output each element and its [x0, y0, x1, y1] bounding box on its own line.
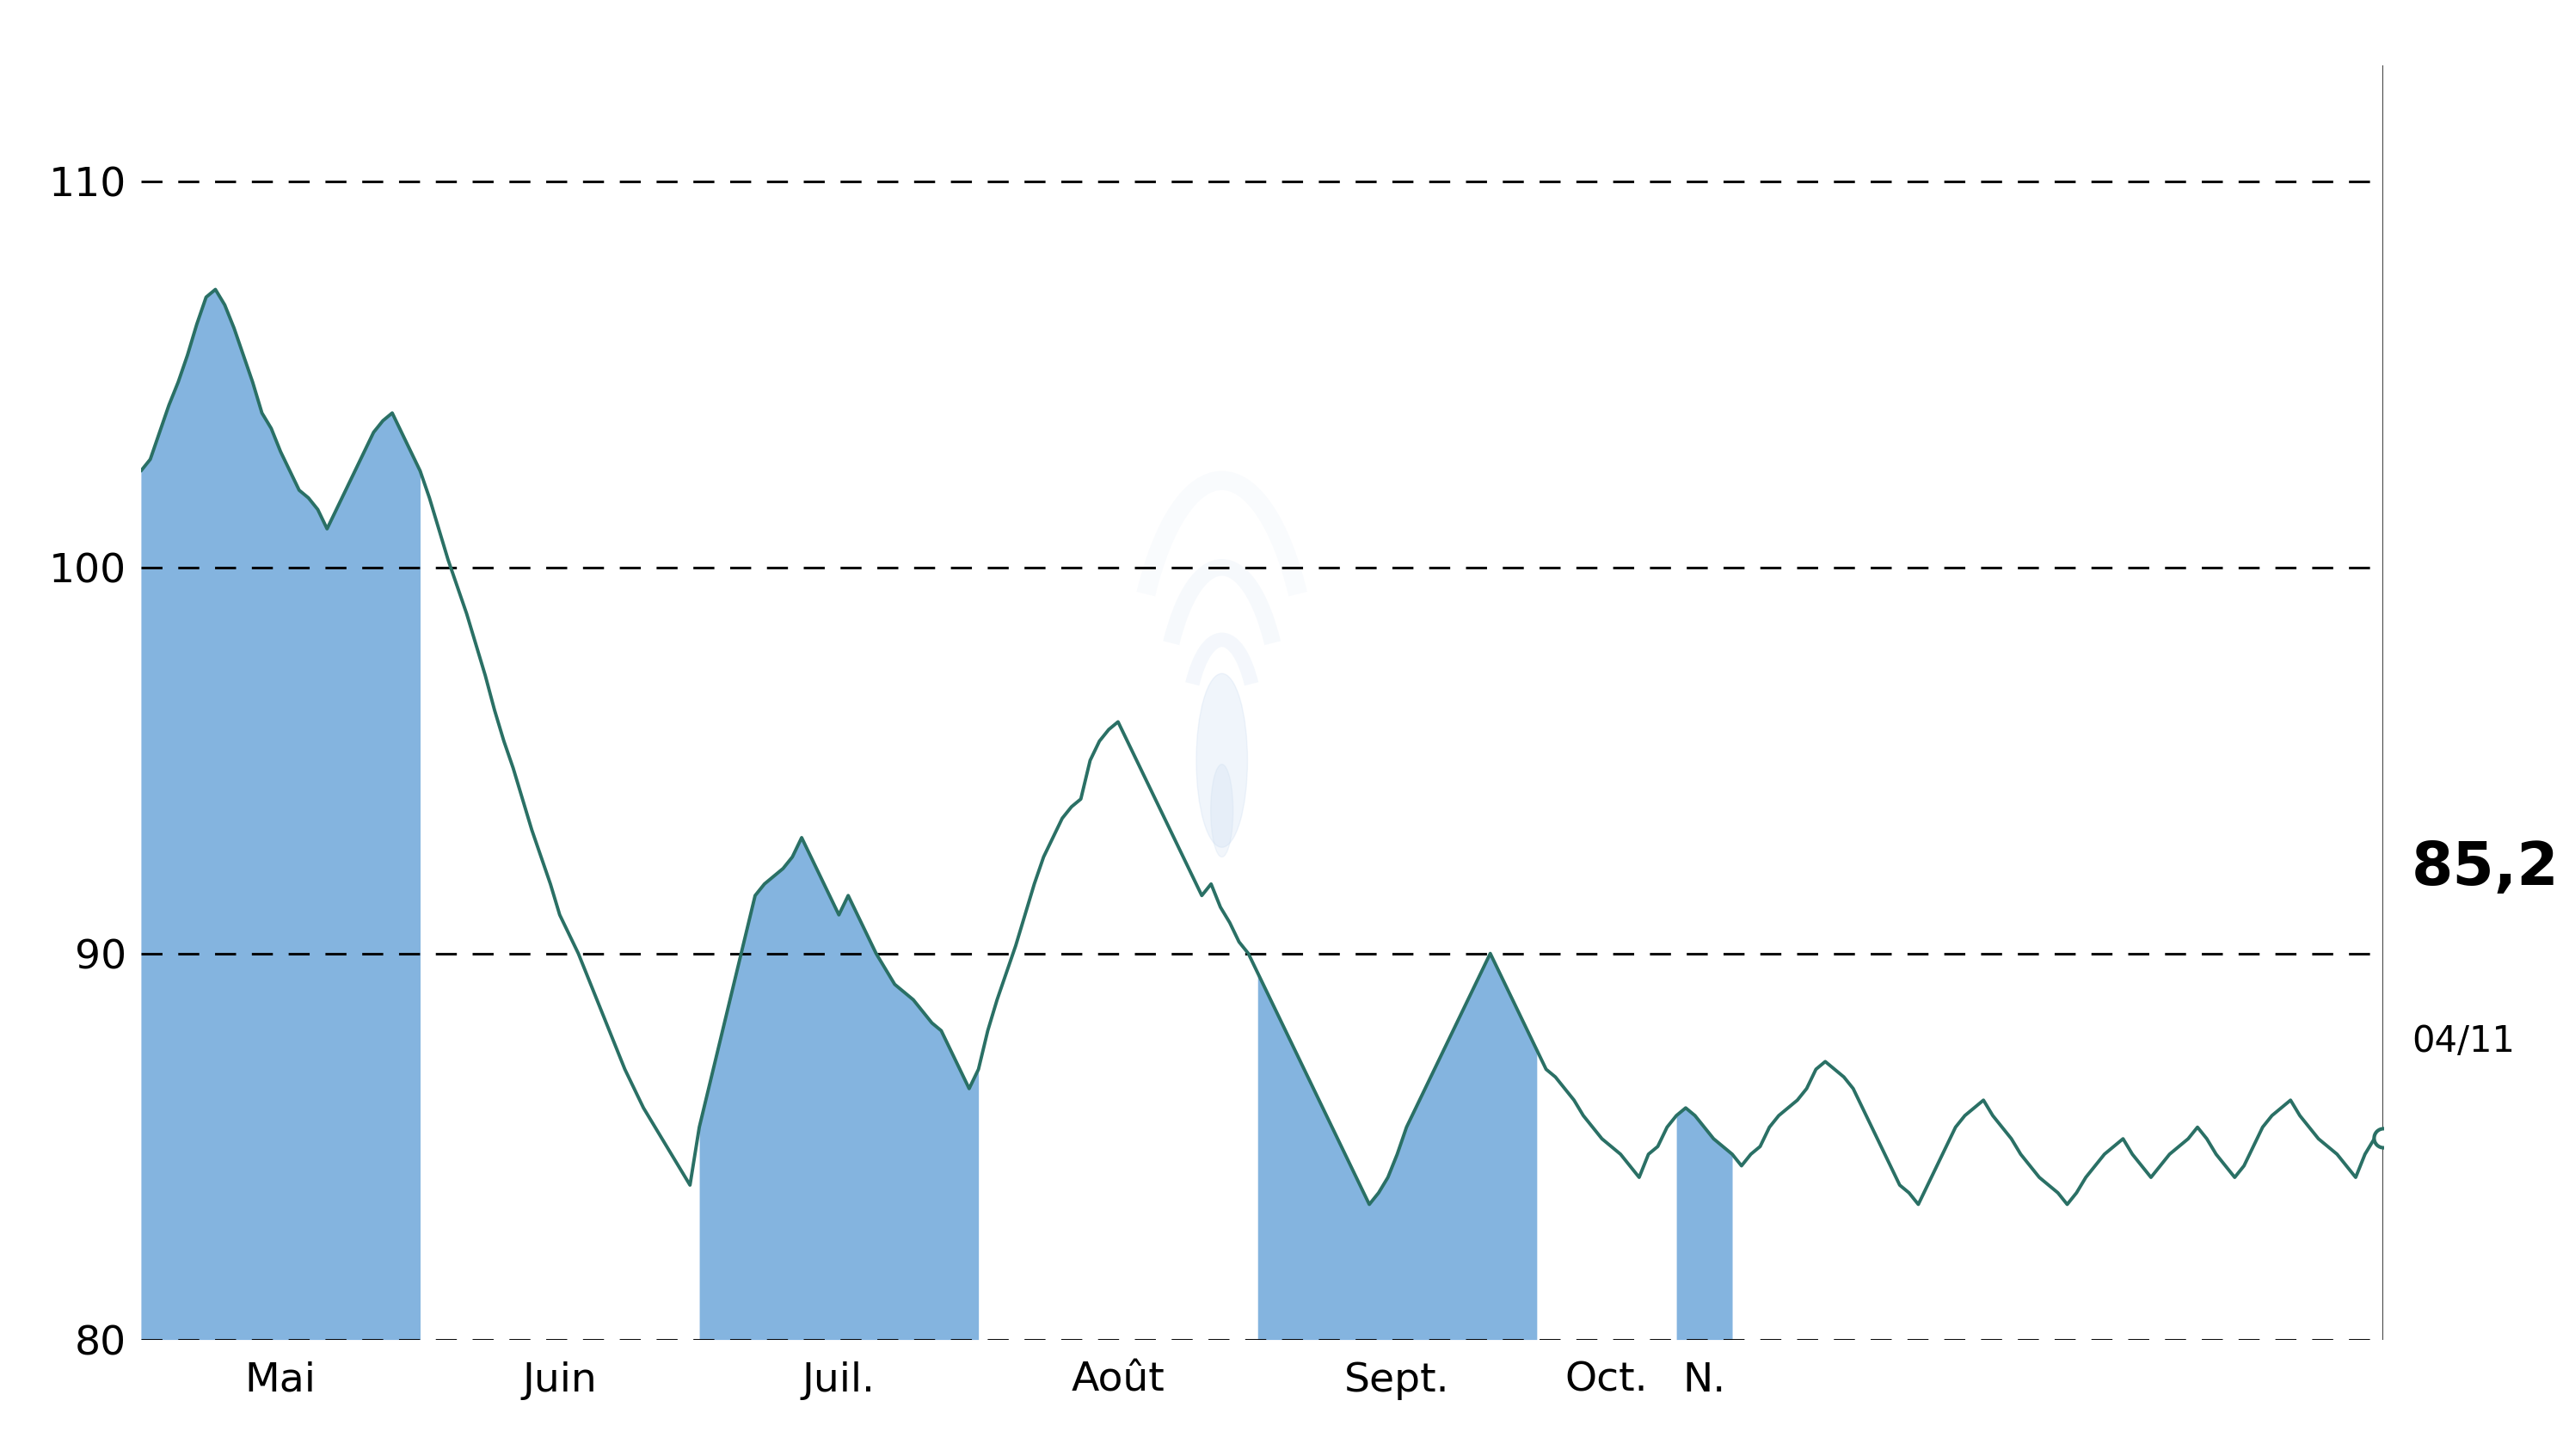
Ellipse shape: [1197, 674, 1248, 847]
Circle shape: [1210, 764, 1233, 858]
Text: 04/11: 04/11: [2412, 1024, 2514, 1060]
Text: EIFFAGE: EIFFAGE: [1117, 10, 1446, 80]
Text: 85,22: 85,22: [2412, 839, 2563, 897]
